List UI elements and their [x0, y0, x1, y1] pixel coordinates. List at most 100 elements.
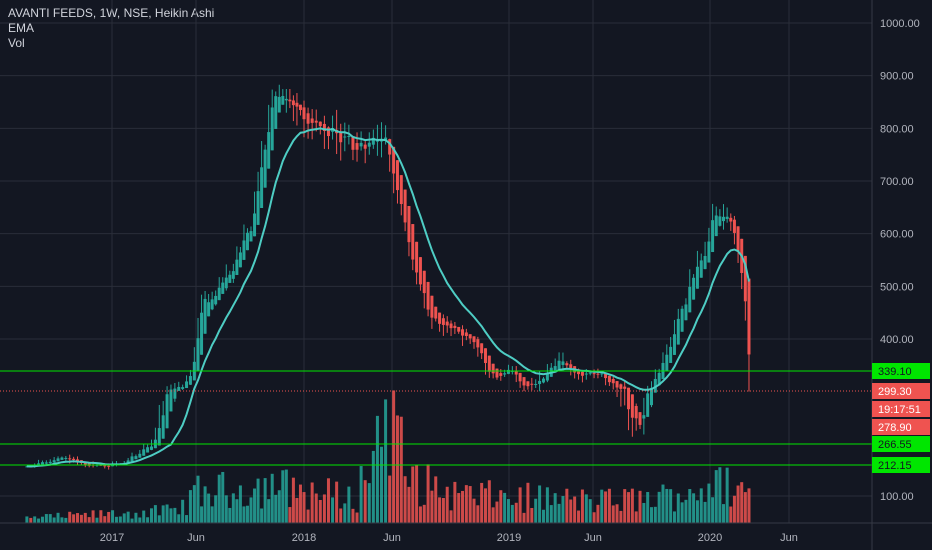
- candle-body: [472, 336, 476, 343]
- volume-bar: [355, 512, 359, 523]
- volume-bar: [91, 510, 95, 523]
- price-axis[interactable]: 1000.00 900.00 800.00 700.00 600.00 500.00 400…: [880, 18, 920, 503]
- level-tag-bg: [872, 363, 930, 379]
- horizontal-levels[interactable]: [0, 370, 872, 466]
- volume-bar: [284, 469, 288, 523]
- candle-body: [196, 338, 200, 372]
- volume-indicator-label[interactable]: Vol: [8, 36, 25, 50]
- candle-body: [491, 363, 495, 374]
- volume-bar: [68, 511, 72, 523]
- price-tick-label: 500.00: [880, 281, 914, 293]
- candle-body: [318, 121, 322, 127]
- volume-bar: [238, 485, 242, 523]
- candle-body: [545, 373, 549, 381]
- candle-body: [714, 215, 718, 237]
- candle-body: [653, 378, 657, 393]
- volume-bar: [638, 490, 642, 523]
- candle-body: [64, 457, 68, 459]
- candle-body: [126, 460, 130, 464]
- candle-body: [363, 144, 367, 149]
- candle-body: [72, 458, 76, 461]
- candle-body: [270, 107, 274, 151]
- candle-body: [503, 373, 507, 375]
- candle-body: [157, 428, 161, 446]
- volume-bar: [630, 488, 634, 523]
- volume-bar: [718, 467, 722, 523]
- price-tick-label: 600.00: [880, 229, 914, 241]
- candle-body: [207, 302, 211, 317]
- candle-body: [52, 460, 56, 463]
- candle-body: [680, 308, 684, 332]
- volume-bar: [231, 493, 235, 523]
- volume-bar: [461, 490, 465, 523]
- volume-bar: [510, 504, 514, 523]
- volume-bar: [107, 511, 111, 523]
- volume-bar: [388, 475, 392, 523]
- candle-body: [138, 453, 142, 458]
- volume-bar: [185, 515, 189, 523]
- candle-body: [522, 377, 526, 386]
- candle-body: [181, 387, 185, 389]
- volume-bar: [503, 492, 507, 523]
- candle-body: [584, 373, 588, 375]
- candle-body: [339, 131, 343, 143]
- volume-bar: [711, 497, 715, 523]
- volume-bar: [380, 446, 384, 523]
- candle-body: [657, 372, 661, 386]
- candle-body: [274, 96, 278, 129]
- candle-body: [403, 189, 407, 223]
- candle-body: [177, 386, 181, 391]
- price-tick-label: 900.00: [880, 71, 914, 83]
- candle-body: [468, 334, 472, 339]
- candle-body: [245, 232, 249, 251]
- time-axis[interactable]: 2017 Jun 2018 Jun 2019 Jun 2020 Jun: [100, 532, 798, 544]
- candle-body: [411, 224, 415, 260]
- candle-body: [185, 381, 189, 389]
- volume-bar: [267, 499, 271, 523]
- candle-body: [514, 371, 518, 375]
- time-tick-label: 2018: [292, 532, 316, 544]
- candle-body: [650, 387, 653, 406]
- ema-indicator-label[interactable]: EMA: [8, 21, 35, 35]
- volume-bar: [188, 490, 192, 523]
- candle-body: [87, 463, 91, 466]
- candle-body: [288, 99, 292, 102]
- volume-bar: [569, 499, 573, 523]
- volume-bar: [343, 503, 347, 523]
- volume-bar: [699, 488, 703, 523]
- candle-body: [646, 393, 650, 417]
- candle-body: [395, 160, 399, 191]
- volume-bar: [274, 494, 278, 523]
- candle-body: [434, 306, 438, 319]
- volume-bar: [729, 506, 733, 523]
- volume-bar: [422, 504, 426, 523]
- candle-body: [295, 102, 299, 107]
- candle-body: [314, 120, 318, 123]
- level-tag: 212.15: [872, 457, 930, 473]
- candle-body: [457, 326, 461, 332]
- volume-bar: [403, 476, 407, 523]
- volume-bar: [242, 506, 246, 523]
- countdown-tag: 19:17:51: [872, 401, 930, 417]
- candle-body: [688, 286, 692, 313]
- volume-bar: [99, 510, 103, 523]
- candle-body: [415, 241, 419, 273]
- volume-bar: [415, 465, 419, 523]
- volume-bar: [371, 450, 375, 523]
- volume-bar: [29, 517, 33, 523]
- candle-body: [464, 332, 468, 336]
- volume-bar: [52, 517, 56, 523]
- symbol-title[interactable]: AVANTI FEEDS, 1W, NSE, Heikin Ashi: [8, 6, 215, 20]
- volume-bar: [249, 497, 253, 523]
- volume-bar: [714, 470, 718, 523]
- volume-bar: [650, 507, 653, 523]
- volume-bar: [514, 502, 518, 523]
- candle-body: [743, 255, 747, 302]
- volume-bar: [298, 484, 302, 523]
- volume-bar: [192, 485, 196, 523]
- volume-bar: [157, 515, 161, 523]
- volume-bar: [747, 488, 751, 523]
- volume-bar: [615, 504, 619, 523]
- volume-bar: [518, 487, 522, 523]
